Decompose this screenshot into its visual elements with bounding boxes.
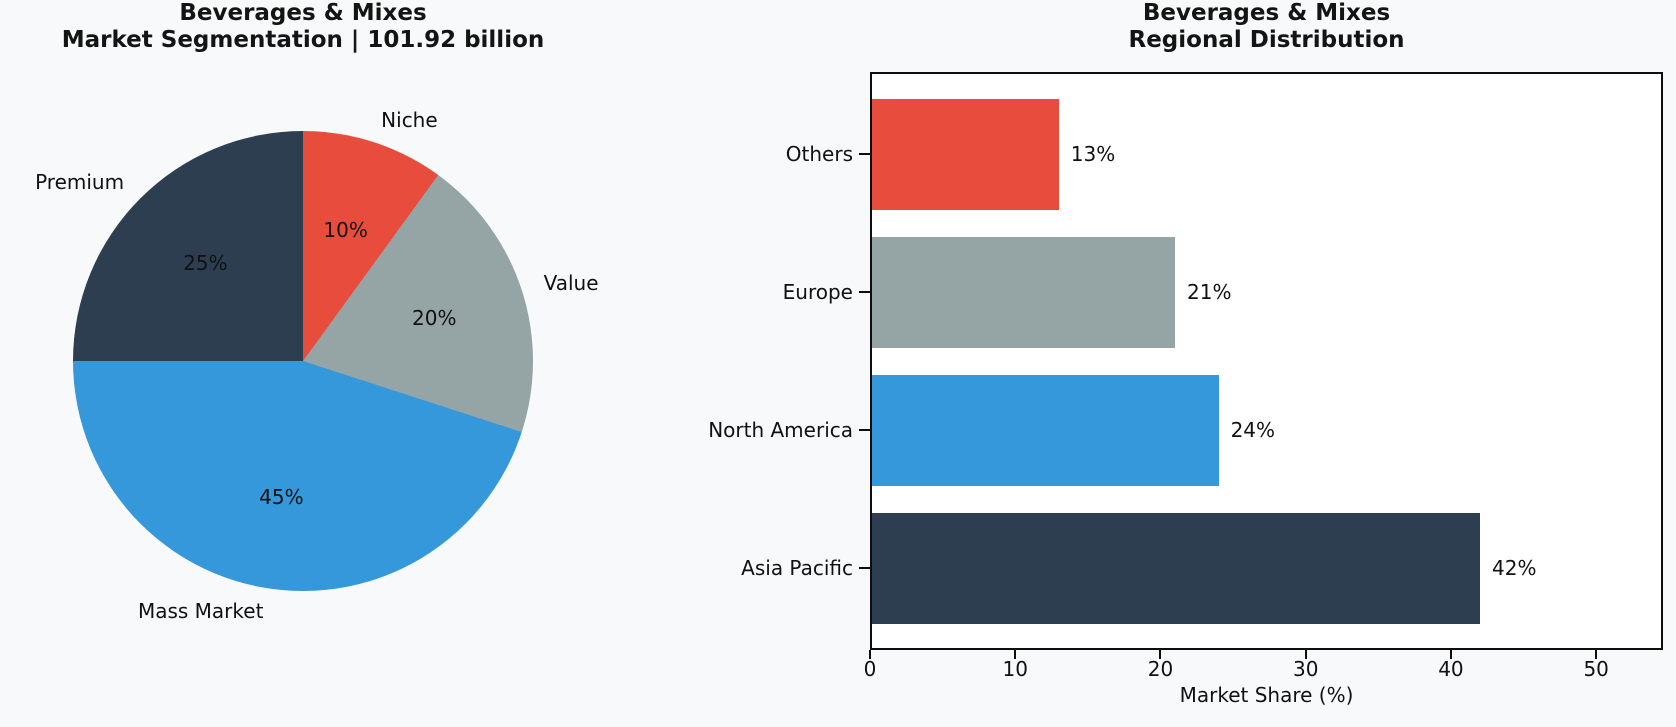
x-tick-mark-0 — [869, 650, 871, 659]
bar-others — [870, 98, 1059, 210]
pie-slice-label-value: Value — [543, 270, 599, 295]
x-axis-title: Market Share (%) — [1179, 683, 1354, 707]
x-tick-label-0: 0 — [863, 657, 877, 681]
pie-chart-title: Beverages & Mixes Market Segmentation | … — [0, 0, 606, 54]
bar-value-north-america: 24% — [1230, 418, 1276, 442]
x-tick-mark-10 — [1014, 650, 1017, 659]
pie-chart — [73, 131, 533, 591]
x-tick-mark-30 — [1304, 650, 1307, 659]
bar-north-america — [870, 374, 1219, 486]
y-tick-mark-north-america — [859, 429, 870, 431]
x-tick-label-30: 30 — [1292, 657, 1319, 681]
pie-percent-premium: 25% — [183, 251, 228, 276]
x-tick-label-50: 50 — [1583, 657, 1609, 681]
x-tick-label-10: 10 — [1002, 657, 1028, 681]
y-tick-label-europe: Europe — [782, 280, 853, 304]
bar-chart-title: Beverages & Mixes Regional Distribution — [870, 0, 1663, 54]
pie-title-line-1: Beverages & Mixes — [179, 0, 427, 26]
x-tick-label-20: 20 — [1147, 657, 1174, 681]
x-tick-mark-40 — [1449, 650, 1452, 659]
bar-title-line-1: Beverages & Mixes — [1142, 0, 1391, 26]
pie-percent-mass-market: 45% — [259, 485, 304, 510]
bar-europe — [870, 236, 1175, 348]
pie-slice-label-mass-market: Mass Market — [137, 598, 264, 623]
y-tick-mark-europe — [859, 291, 870, 293]
x-tick-label-40: 40 — [1438, 657, 1464, 681]
y-tick-label-others: Others — [785, 142, 853, 166]
y-tick-label-asia-pacific: Asia Pacific — [741, 556, 853, 580]
pie-title-line-2: Market Segmentation | 101.92 billion — [61, 27, 545, 53]
pie-slice-label-niche: Niche — [381, 108, 438, 133]
bar-value-others: 13% — [1070, 142, 1116, 166]
bar-title-line-2: Regional Distribution — [1128, 27, 1405, 53]
y-tick-mark-asia-pacific — [859, 567, 870, 569]
x-tick-mark-20 — [1159, 650, 1162, 659]
bar-asia-pacific — [870, 512, 1480, 624]
y-tick-label-north-america: North America — [708, 418, 853, 442]
pie-slice-label-premium: Premium — [35, 170, 125, 195]
bar-value-asia-pacific: 42% — [1492, 556, 1537, 580]
bar-value-europe: 21% — [1187, 280, 1232, 304]
pie-percent-value: 20% — [412, 306, 457, 331]
y-tick-mark-others — [859, 153, 870, 155]
x-tick-mark-50 — [1595, 650, 1598, 659]
pie-percent-niche: 10% — [323, 217, 368, 242]
